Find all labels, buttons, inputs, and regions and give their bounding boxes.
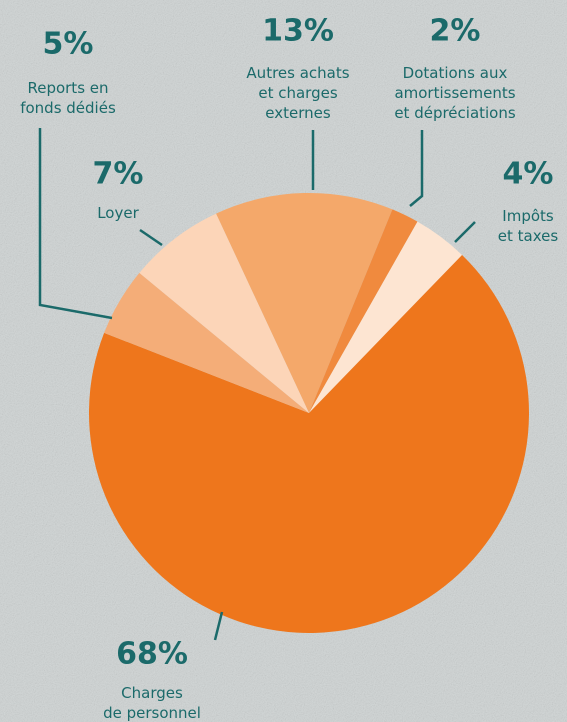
value-label: 7% (93, 157, 144, 192)
pie-slice (309, 209, 418, 413)
pie-slice (104, 272, 309, 413)
value-label: 13% (262, 14, 334, 49)
leader (454, 221, 476, 243)
category-label: Reports en fonds dédiés (20, 79, 116, 117)
leader (38, 128, 113, 320)
value-label: 68% (116, 637, 188, 672)
value-label: 4% (503, 157, 554, 192)
category-label: Autres achats et charges externes (246, 64, 349, 122)
value-label: 5% (43, 27, 94, 62)
leader (409, 130, 424, 207)
category-label: Impôts et taxes (498, 207, 559, 245)
pie-slice (139, 213, 309, 413)
leader (213, 611, 224, 641)
value-label: 2% (430, 14, 481, 49)
pie (89, 193, 530, 634)
leaders (38, 128, 476, 641)
leader (139, 228, 163, 247)
pie-slice (216, 193, 393, 413)
category-label: Charges de personnel (103, 684, 201, 722)
pie-slice (89, 254, 530, 634)
category-label: Loyer (97, 204, 139, 222)
pie-slice (309, 221, 463, 413)
category-label: Dotations aux amortissements et dépréciati… (394, 64, 516, 122)
